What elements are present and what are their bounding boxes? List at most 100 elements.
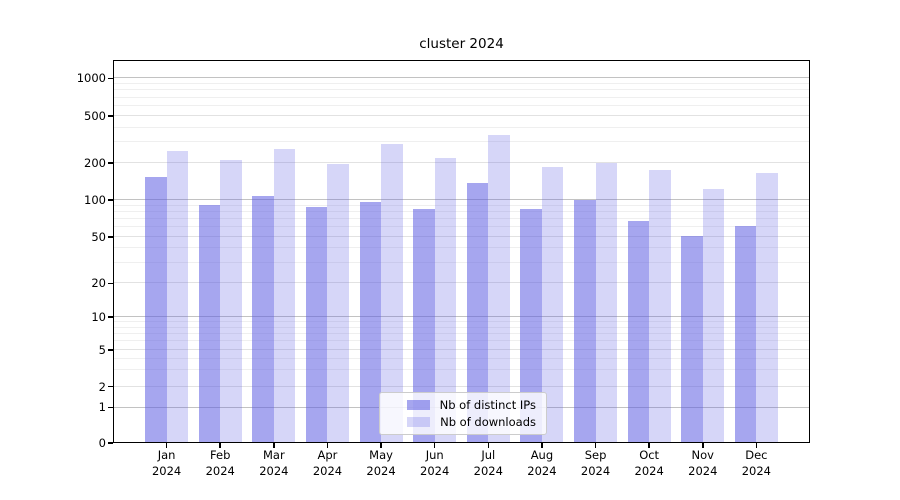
- y-tick-mark-50: [108, 235, 113, 238]
- x-tick-label-oct: Oct 2024: [634, 448, 664, 478]
- bar-jun-2024-ips: [413, 208, 435, 443]
- bar-aug-2024-downloads: [541, 167, 564, 443]
- bar-apr-2024-ips: [305, 206, 328, 443]
- x-tick-mark-sep: [594, 443, 597, 448]
- bar-jul-2024-downloads: [488, 135, 510, 443]
- chart-title: cluster 2024: [419, 36, 504, 52]
- gridline-80: [113, 210, 810, 212]
- y-tick-label-10: 10: [91, 309, 106, 324]
- x-tick-label-feb: Feb 2024: [205, 448, 235, 478]
- gridline-8: [113, 326, 810, 328]
- y-tick-label-100: 100: [84, 192, 106, 207]
- gridline-70: [113, 217, 810, 219]
- gridline-200: [113, 162, 810, 164]
- y-tick-mark-20: [108, 282, 113, 285]
- y-tick-label-50: 50: [91, 229, 106, 244]
- gridline-7: [113, 332, 810, 334]
- y-tick-label-20: 20: [91, 276, 106, 291]
- bar-dec-2024-downloads: [756, 172, 778, 443]
- x-tick-label-nov: Nov 2024: [688, 448, 718, 478]
- bar-may-2024-ips: [359, 202, 382, 443]
- gridline-50: [113, 235, 810, 237]
- gridline-400: [113, 126, 810, 128]
- bar-sep-2024-downloads: [595, 162, 618, 443]
- y-tick-mark-10: [108, 316, 113, 318]
- gridline-700: [113, 96, 810, 98]
- bar-oct-2024-downloads: [649, 170, 671, 443]
- x-tick-label-sep: Sep 2024: [580, 448, 611, 478]
- gridline-800: [113, 89, 810, 91]
- legend-item-distinct-ips: Nb of distinct IPs: [380, 398, 546, 412]
- gridline-40: [113, 247, 810, 249]
- y-tick-label-1000: 1000: [76, 71, 106, 86]
- y-tick-mark-500: [108, 115, 113, 117]
- y-tick-mark-100: [108, 199, 113, 201]
- gridline-1000: [113, 77, 810, 79]
- gridline-90: [113, 204, 810, 206]
- bar-mar-2024-ips: [252, 196, 274, 443]
- legend-label-downloads: Nb of downloads: [440, 415, 536, 429]
- legend-item-downloads: Nb of downloads: [380, 415, 546, 429]
- x-tick-mark-mar: [273, 443, 275, 448]
- gridline-300: [113, 141, 810, 143]
- legend: Nb of distinct IPs Nb of downloads: [379, 392, 547, 435]
- y-tick-label-200: 200: [84, 156, 106, 171]
- gridline-3: [113, 369, 810, 371]
- x-tick-mark-oct: [648, 443, 650, 448]
- y-tick-label-0: 0: [98, 436, 106, 450]
- x-tick-mark-jun: [433, 443, 436, 448]
- legend-label-distinct-ips: Nb of distinct IPs: [439, 398, 536, 412]
- y-tick-mark-5: [108, 349, 113, 351]
- x-tick-label-mar: Mar 2024: [259, 448, 289, 478]
- plot-area: [113, 60, 810, 443]
- gridline-20: [113, 282, 810, 284]
- gridline-10: [113, 316, 810, 317]
- y-tick-mark-200: [108, 162, 113, 165]
- gridline-6: [113, 340, 810, 342]
- y-tick-label-1: 1: [98, 400, 106, 415]
- x-tick-mark-may: [380, 443, 382, 448]
- bar-oct-2024-ips: [627, 221, 650, 443]
- x-tick-mark-aug: [541, 443, 543, 448]
- bar-may-2024-downloads: [381, 144, 403, 443]
- bar-feb-2024-ips: [198, 204, 221, 443]
- y-tick-mark-2: [108, 385, 113, 388]
- gridline-900: [113, 83, 810, 85]
- x-tick-label-apr: Apr 2024: [312, 448, 343, 478]
- bar-feb-2024-downloads: [220, 160, 242, 443]
- y-tick-mark-1: [108, 406, 113, 409]
- x-tick-label-may: May 2024: [366, 448, 396, 478]
- y-tick-mark-0: [108, 442, 113, 444]
- y-tick-label-2: 2: [98, 379, 106, 394]
- gridline-4: [113, 357, 810, 359]
- gridline-30: [113, 261, 810, 263]
- bar-jul-2024-ips: [466, 182, 489, 443]
- x-tick-label-jun: Jun 2024: [420, 448, 450, 478]
- bar-nov-2024-ips: [681, 235, 703, 443]
- gridline-600: [113, 105, 810, 107]
- bar-apr-2024-downloads: [327, 164, 349, 443]
- x-tick-mark-jul: [487, 443, 490, 448]
- bar-dec-2024-ips: [734, 226, 757, 443]
- legend-swatch-downloads: [407, 417, 431, 427]
- y-tick-label-500: 500: [84, 108, 106, 123]
- gridline-2: [113, 385, 810, 387]
- bar-jan-2024-downloads: [166, 150, 189, 443]
- x-tick-mark-dec: [755, 443, 758, 448]
- x-tick-mark-apr: [326, 443, 329, 448]
- y-tick-label-5: 5: [98, 343, 106, 357]
- y-tick-mark-1000: [108, 77, 113, 80]
- bar-aug-2024-ips: [520, 208, 542, 443]
- x-tick-label-jul: Jul 2024: [473, 448, 503, 478]
- bar-nov-2024-downloads: [702, 189, 725, 443]
- x-tick-label-dec: Dec 2024: [741, 448, 772, 478]
- bar-jun-2024-downloads: [434, 158, 457, 443]
- gridline-60: [113, 226, 810, 228]
- x-tick-label-jan: Jan 2024: [151, 448, 182, 478]
- gridline-9: [113, 321, 810, 323]
- gridline-100: [113, 199, 810, 200]
- legend-swatch-distinct-ips: [406, 400, 430, 410]
- bar-jan-2024-ips: [145, 176, 167, 443]
- x-tick-mark-feb: [219, 443, 222, 448]
